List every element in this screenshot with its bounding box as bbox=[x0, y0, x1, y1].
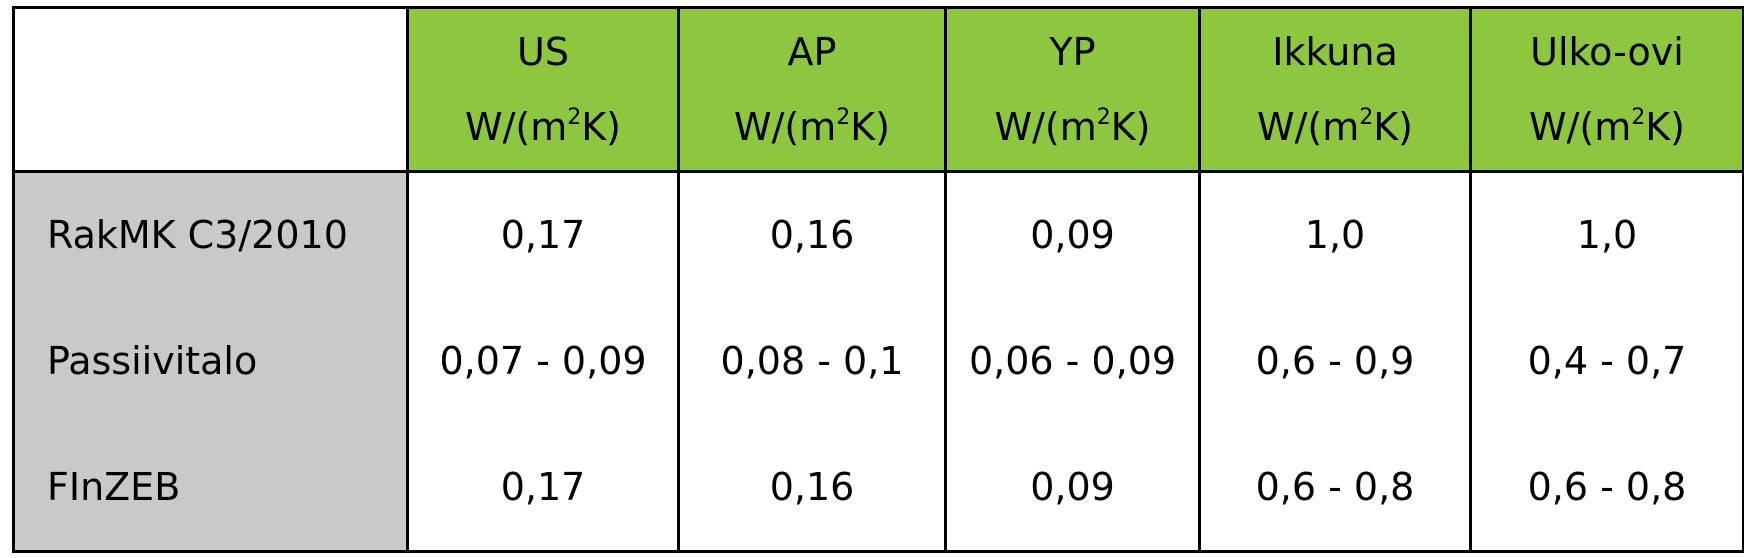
column-name: US bbox=[517, 29, 569, 74]
column-unit: W/(m2K) bbox=[994, 104, 1151, 149]
table-row: FInZEB 0,17 0,16 0,09 0,6 - 0,8 0,6 - 0,… bbox=[12, 424, 1744, 553]
table-cell: 0,06 - 0,09 bbox=[944, 298, 1201, 425]
u-value-table: US W/(m2K) AP W/(m2K) YP W/(m2K) Ikkuna … bbox=[12, 6, 1744, 553]
table-cell: 1,0 bbox=[1198, 171, 1472, 299]
column-header-ap: AP W/(m2K) bbox=[677, 6, 947, 173]
column-unit: W/(m2K) bbox=[465, 104, 621, 149]
column-unit: W/(m2K) bbox=[734, 104, 890, 149]
column-name: YP bbox=[1049, 29, 1096, 74]
table-cell: 0,17 bbox=[406, 171, 680, 299]
column-unit: W/(m2K) bbox=[1529, 104, 1685, 149]
table-cell: 0,4 - 0,7 bbox=[1469, 298, 1744, 425]
u-value-table-container: US W/(m2K) AP W/(m2K) YP W/(m2K) Ikkuna … bbox=[12, 6, 1744, 553]
table-cell: 0,07 - 0,09 bbox=[406, 298, 680, 425]
table-cell: 0,17 bbox=[406, 424, 680, 553]
column-header-us: US W/(m2K) bbox=[406, 6, 680, 173]
table-cell: 1,0 bbox=[1469, 171, 1744, 299]
table-cell: 0,6 - 0,9 bbox=[1198, 298, 1472, 425]
column-header-ikkuna: Ikkuna W/(m2K) bbox=[1198, 6, 1472, 173]
table-cell: 0,6 - 0,8 bbox=[1198, 424, 1472, 553]
column-header-ulko-ovi: Ulko-ovi W/(m2K) bbox=[1469, 6, 1744, 173]
column-name: Ulko-ovi bbox=[1530, 29, 1684, 74]
column-name: Ikkuna bbox=[1272, 29, 1398, 74]
row-header: RakMK C3/2010 bbox=[12, 171, 409, 299]
column-unit: W/(m2K) bbox=[1257, 104, 1413, 149]
table-cell: 0,6 - 0,8 bbox=[1469, 424, 1744, 553]
table-cell: 0,16 bbox=[677, 424, 947, 553]
header-row: US W/(m2K) AP W/(m2K) YP W/(m2K) Ikkuna … bbox=[12, 6, 1744, 173]
row-header: Passiivitalo bbox=[12, 298, 409, 425]
table-cell: 0,16 bbox=[677, 171, 947, 299]
table-cell: 0,09 bbox=[944, 171, 1201, 299]
column-header-yp: YP W/(m2K) bbox=[944, 6, 1201, 173]
corner-cell bbox=[12, 6, 409, 173]
column-name: AP bbox=[787, 29, 837, 74]
table-cell: 0,09 bbox=[944, 424, 1201, 553]
table-cell: 0,08 - 0,1 bbox=[677, 298, 947, 425]
table-row: RakMK C3/2010 0,17 0,16 0,09 1,0 1,0 bbox=[12, 171, 1744, 299]
table-row: Passiivitalo 0,07 - 0,09 0,08 - 0,1 0,06… bbox=[12, 298, 1744, 425]
row-header: FInZEB bbox=[12, 424, 409, 553]
